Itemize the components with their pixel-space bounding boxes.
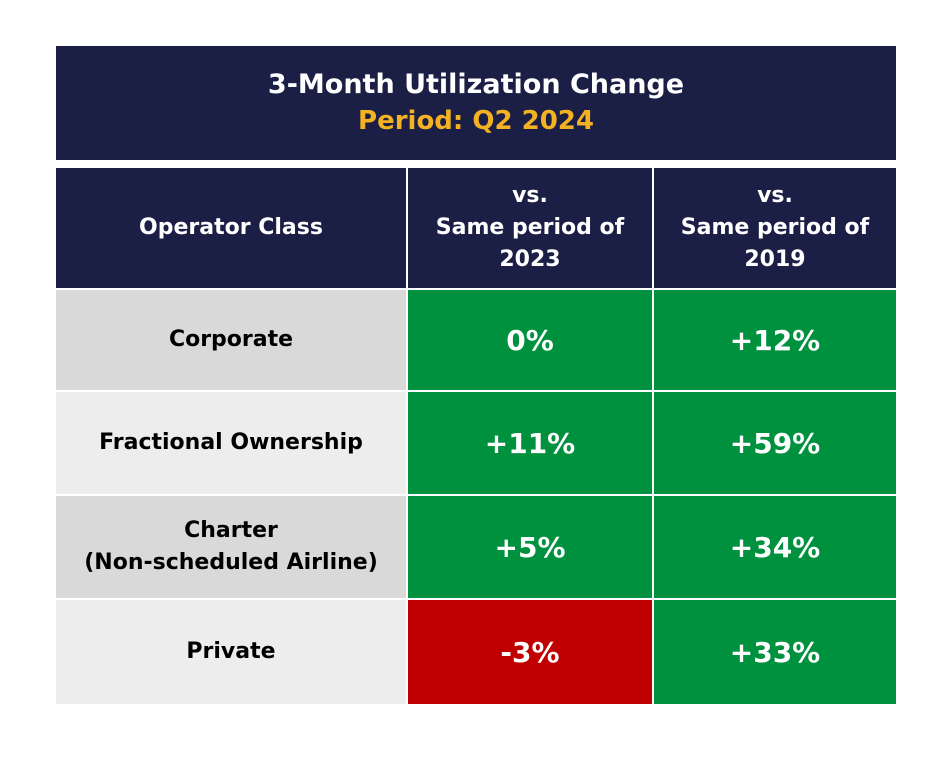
value-corporate-vs-2023: 0% (408, 290, 652, 390)
column-header-vs-2019: vs. Same period of 2019 (654, 168, 896, 288)
utilization-table: Operator Class vs. Same period of 2023 v… (56, 168, 896, 712)
value-corporate-vs-2019: +12% (654, 290, 896, 390)
column-header-vs-2023: vs. Same period of 2023 (408, 168, 652, 288)
column-header-operator-class: Operator Class (56, 168, 406, 288)
value-fractional-vs-2023: +11% (408, 392, 652, 494)
value-charter-vs-2023: +5% (408, 496, 652, 598)
row-label-private: Private (56, 600, 406, 704)
value-private-vs-2019: +33% (654, 600, 896, 704)
row-label-fractional-ownership: Fractional Ownership (56, 392, 406, 494)
value-fractional-vs-2019: +59% (654, 392, 896, 494)
table-title: 3-Month Utilization Change (267, 69, 685, 100)
table-title-block: 3-Month Utilization Change Period: Q2 20… (56, 46, 896, 160)
value-charter-vs-2019: +34% (654, 496, 896, 598)
value-private-vs-2023: -3% (408, 600, 652, 704)
row-label-corporate: Corporate (56, 290, 406, 390)
table-subtitle: Period: Q2 2024 (358, 106, 594, 136)
row-label-charter: Charter (Non-scheduled Airline) (56, 496, 406, 598)
